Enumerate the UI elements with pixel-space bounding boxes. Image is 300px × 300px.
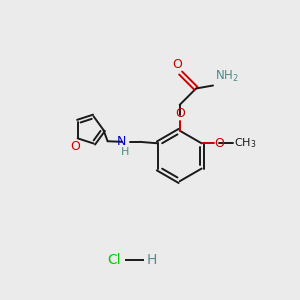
Text: NH$_2$: NH$_2$ xyxy=(215,69,239,84)
Text: H: H xyxy=(121,147,130,157)
Text: O: O xyxy=(175,107,185,120)
Text: N: N xyxy=(117,135,126,148)
Text: H: H xyxy=(147,253,158,267)
Text: Cl: Cl xyxy=(107,253,121,267)
Text: CH$_3$: CH$_3$ xyxy=(234,136,256,150)
Text: O: O xyxy=(70,140,80,153)
Text: O: O xyxy=(215,137,225,150)
Text: O: O xyxy=(173,58,183,71)
